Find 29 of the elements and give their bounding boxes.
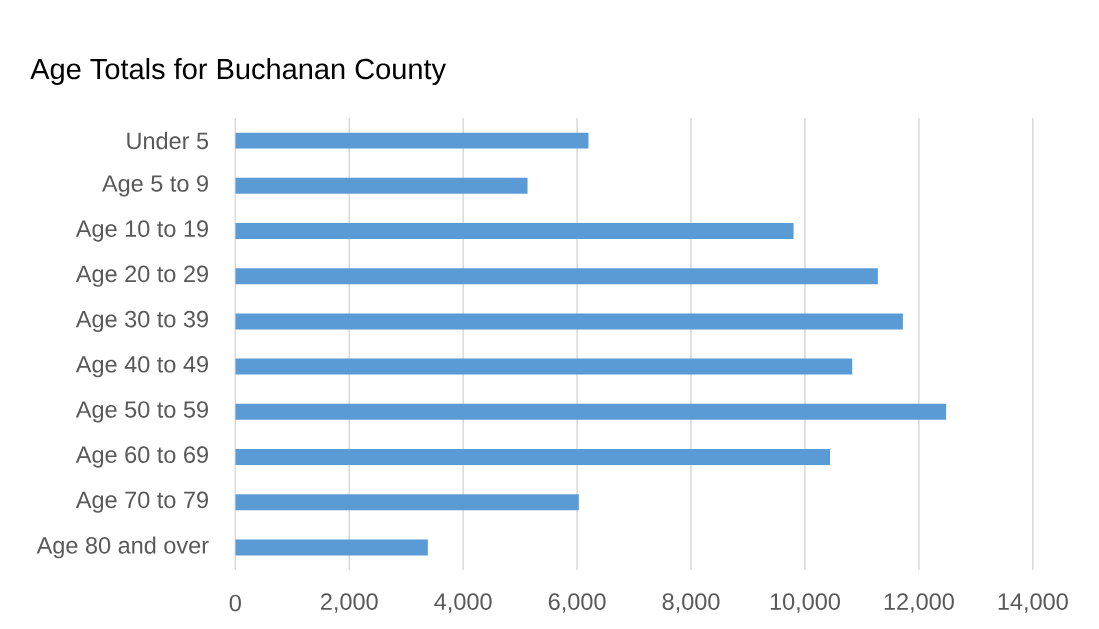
bar bbox=[235, 132, 589, 149]
chart-title: Age Totals for Buchanan County bbox=[30, 57, 447, 86]
x-tick-label: 10,000 bbox=[770, 593, 840, 613]
x-tick-label: 14,000 bbox=[998, 593, 1068, 613]
bar bbox=[235, 268, 878, 285]
y-tick-label: Age 80 and over bbox=[36, 536, 209, 559]
bar bbox=[235, 223, 794, 240]
y-tick-label: Age 20 to 29 bbox=[75, 265, 208, 287]
y-tick-label: Age 60 to 69 bbox=[75, 446, 208, 468]
x-tick-label: 4,000 bbox=[434, 593, 492, 613]
x-tick-label: 0 bbox=[229, 594, 241, 612]
x-tick-label: 8,000 bbox=[662, 593, 720, 613]
x-tick-label: 12,000 bbox=[884, 593, 954, 613]
bar bbox=[235, 494, 579, 511]
bar bbox=[235, 177, 528, 194]
x-tick-label: 2,000 bbox=[321, 593, 378, 613]
bar bbox=[235, 539, 428, 556]
bar bbox=[235, 313, 903, 330]
bar bbox=[235, 403, 947, 420]
bar bbox=[235, 449, 831, 466]
y-tick-label: Age 40 to 49 bbox=[75, 355, 208, 378]
y-tick-label: Under 5 bbox=[127, 131, 209, 150]
y-tick-label: Age 30 to 39 bbox=[75, 310, 208, 333]
y-tick-label: Age 50 to 59 bbox=[75, 401, 208, 423]
y-tick-label: Age 10 to 19 bbox=[75, 220, 208, 242]
bar bbox=[235, 358, 853, 375]
y-tick-label: Age 70 to 79 bbox=[75, 491, 208, 513]
x-tick-label: 6,000 bbox=[548, 593, 606, 613]
y-tick-label: Age 5 to 9 bbox=[102, 175, 208, 197]
